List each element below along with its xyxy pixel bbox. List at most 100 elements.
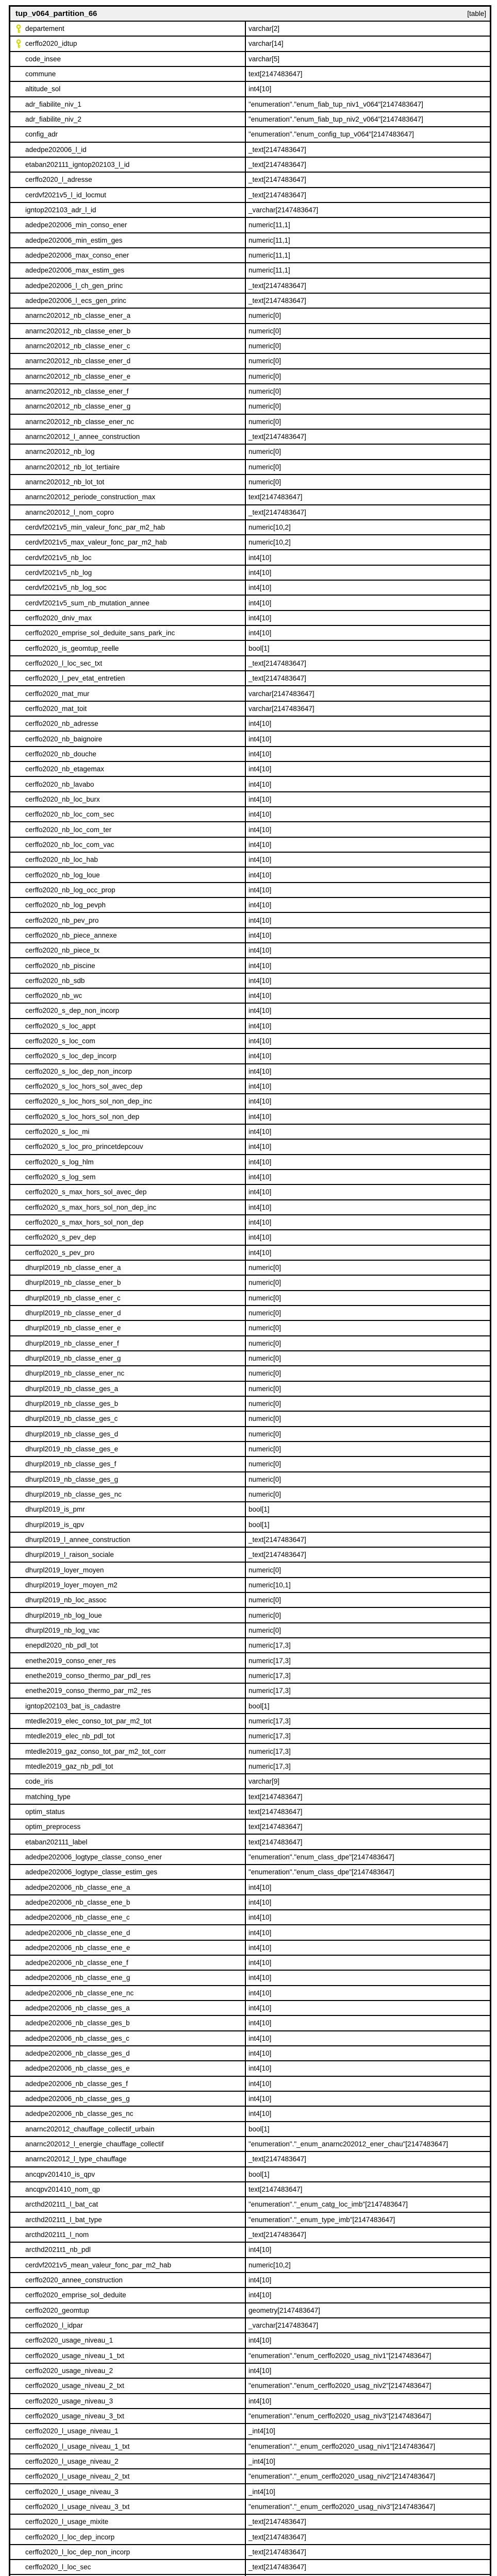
table-row[interactable]: adedpe202006_nb_classe_ene_d int4[10] — [10, 1925, 490, 1941]
table-row[interactable]: cerffo2020_usage_niveau_1 int4[10] — [10, 2333, 490, 2349]
table-row[interactable]: cerffo2020_emprise_sol_deduite_sans_park… — [10, 626, 490, 641]
table-row[interactable]: cerffo2020_nb_pev_pro int4[10] — [10, 913, 490, 928]
table-row[interactable]: cerffo2020_mat_mur varchar[2147483647] — [10, 686, 490, 702]
table-row[interactable]: adedpe202006_nb_classe_ges_g int4[10] — [10, 2091, 490, 2107]
table-row[interactable]: cerffo2020_s_loc_hors_sol_avec_dep int4[… — [10, 1079, 490, 1095]
table-row[interactable]: adedpe202006_nb_classe_ene_c int4[10] — [10, 1910, 490, 1926]
table-row[interactable]: cerffo2020_dniv_max int4[10] — [10, 611, 490, 626]
table-row[interactable]: config_adr "enumeration"."enum_config_tu… — [10, 127, 490, 143]
table-row[interactable]: cerffo2020_l_idpar _varchar[2147483647] — [10, 2318, 490, 2334]
table-row[interactable]: arcthd2021t1_l_bat_cat "enumeration"."_e… — [10, 2197, 490, 2213]
table-row[interactable]: cerffo2020_l_loc_dep_incorp _text[214748… — [10, 2530, 490, 2545]
table-row[interactable]: cerdvf2021v5_max_valeur_fonc_par_m2_hab … — [10, 535, 490, 551]
table-row[interactable]: cerffo2020_emprise_sol_deduite int4[10] — [10, 2288, 490, 2303]
table-row[interactable]: dhurpl2019_nb_classe_ges_e numeric[0] — [10, 1442, 490, 1458]
table-row[interactable]: adedpe202006_nb_classe_ges_d int4[10] — [10, 2046, 490, 2062]
table-row[interactable]: code_iris varchar[9] — [10, 1774, 490, 1790]
table-row[interactable]: arcthd2021t1_l_bat_type "enumeration"."_… — [10, 2212, 490, 2228]
table-row[interactable]: cerffo2020_l_usage_niveau_1 _int4[10] — [10, 2424, 490, 2439]
table-row[interactable]: adedpe202006_nb_classe_ene_g int4[10] — [10, 1971, 490, 1986]
table-row[interactable]: etaban202111_igntop202103_l_id _text[214… — [10, 157, 490, 173]
table-row[interactable]: cerffo2020_s_max_hors_sol_avec_dep int4[… — [10, 1185, 490, 1200]
table-row[interactable]: anarnc202012_nb_lot_tertiaire numeric[0] — [10, 460, 490, 475]
table-row[interactable]: cerffo2020_annee_construction int4[10] — [10, 2273, 490, 2289]
table-row[interactable]: cerffo2020_l_pev_etat_entretien _text[21… — [10, 671, 490, 687]
table-row[interactable]: dhurpl2019_nb_classe_ener_nc numeric[0] — [10, 1366, 490, 1382]
table-row[interactable]: cerffo2020_l_usage_niveau_2_txt "enumera… — [10, 2469, 490, 2485]
table-row[interactable]: anarnc202012_periode_construction_max te… — [10, 490, 490, 505]
table-row[interactable]: igntop202103_adr_l_id _varchar[214748364… — [10, 202, 490, 218]
table-row[interactable]: adedpe202006_nb_classe_ges_nc int4[10] — [10, 2107, 490, 2122]
table-row[interactable]: cerffo2020_s_loc_pro_princetdepcouv int4… — [10, 1140, 490, 1155]
table-row[interactable]: cerffo2020_l_usage_niveau_2 _int4[10] — [10, 2454, 490, 2470]
table-row[interactable]: cerffo2020_s_loc_com int4[10] — [10, 1033, 490, 1049]
table-row[interactable]: anarnc202012_nb_classe_ener_f numeric[0] — [10, 384, 490, 400]
table-row[interactable]: adedpe202006_l_ch_gen_princ _text[214748… — [10, 278, 490, 294]
table-row[interactable]: adr_fiabilite_niv_2 "enumeration"."enum_… — [10, 112, 490, 128]
table-row[interactable]: dhurpl2019_nb_classe_ener_a numeric[0] — [10, 1260, 490, 1276]
table-row[interactable]: dhurpl2019_nb_classe_ener_c numeric[0] — [10, 1291, 490, 1306]
table-row[interactable]: mtedle2019_elec_conso_tot_par_m2_tot num… — [10, 1714, 490, 1730]
table-row[interactable]: anarnc202012_nb_classe_ener_a numeric[0] — [10, 309, 490, 324]
table-row[interactable]: cerffo2020_usage_niveau_2 int4[10] — [10, 2363, 490, 2379]
table-row[interactable]: dhurpl2019_nb_classe_ener_g numeric[0] — [10, 1351, 490, 1367]
table-row[interactable]: cerffo2020_s_loc_appt int4[10] — [10, 1019, 490, 1034]
table-row[interactable]: dhurpl2019_nb_classe_ener_e numeric[0] — [10, 1321, 490, 1336]
table-row[interactable]: cerffo2020_s_loc_dep_incorp int4[10] — [10, 1049, 490, 1064]
table-row[interactable]: cerffo2020_nb_log_loue int4[10] — [10, 868, 490, 883]
table-row[interactable]: cerdvf2021v5_nb_log int4[10] — [10, 565, 490, 581]
table-row[interactable]: cerdvf2021v5_sum_nb_mutation_annee int4[… — [10, 596, 490, 611]
table-row[interactable]: mtedle2019_elec_nb_pdl_tot numeric[17,3] — [10, 1729, 490, 1744]
table-row[interactable]: anarnc202012_nb_classe_ener_c numeric[0] — [10, 338, 490, 354]
table-row[interactable]: cerffo2020_s_loc_dep_non_incorp int4[10] — [10, 1064, 490, 1079]
table-row[interactable]: cerffo2020_mat_toit varchar[2147483647] — [10, 701, 490, 717]
table-row[interactable]: dhurpl2019_nb_classe_ener_d numeric[0] — [10, 1306, 490, 1321]
table-row[interactable]: cerffo2020_nb_loc_com_ter int4[10] — [10, 822, 490, 838]
table-row[interactable]: dhurpl2019_l_raison_sociale _text[214748… — [10, 1548, 490, 1563]
table-row[interactable]: cerffo2020_l_adresse _text[2147483647] — [10, 173, 490, 188]
table-row[interactable]: anarnc202012_nb_classe_ener_d numeric[0] — [10, 354, 490, 369]
table-row[interactable]: adedpe202006_nb_classe_ene_nc int4[10] — [10, 1986, 490, 2001]
table-row[interactable]: cerffo2020_idtup varchar[14] — [10, 37, 490, 52]
table-row[interactable]: dhurpl2019_nb_classe_ges_c numeric[0] — [10, 1412, 490, 1427]
table-row[interactable]: dhurpl2019_nb_classe_ges_nc numeric[0] — [10, 1487, 490, 1503]
table-row[interactable]: adedpe202006_l_ecs_gen_princ _text[21474… — [10, 293, 490, 309]
table-row[interactable]: cerffo2020_l_usage_niveau_3_txt "enumera… — [10, 2499, 490, 2515]
table-row[interactable]: cerffo2020_l_loc_sec_txt _text[214748364… — [10, 656, 490, 672]
table-row[interactable]: anarnc202012_nb_log numeric[0] — [10, 445, 490, 460]
table-row[interactable]: cerffo2020_usage_niveau_1_txt "enumerati… — [10, 2348, 490, 2364]
table-row[interactable]: cerffo2020_nb_log_occ_prop int4[10] — [10, 883, 490, 899]
table-row[interactable]: dhurpl2019_nb_classe_ges_b numeric[0] — [10, 1396, 490, 1412]
table-row[interactable]: igntop202103_bat_is_cadastre bool[1] — [10, 1699, 490, 1714]
table-row[interactable]: adedpe202006_logtype_classe_conso_ener "… — [10, 1850, 490, 1866]
table-row[interactable]: cerffo2020_s_pev_dep int4[10] — [10, 1230, 490, 1246]
table-row[interactable]: enepdl2020_nb_pdl_tot numeric[17,3] — [10, 1638, 490, 1654]
table-row[interactable]: cerffo2020_nb_lavabo int4[10] — [10, 777, 490, 792]
table-row[interactable]: cerdvf2021v5_min_valeur_fonc_par_m2_hab … — [10, 520, 490, 536]
table-row[interactable]: dhurpl2019_nb_loc_assoc numeric[0] — [10, 1593, 490, 1608]
table-row[interactable]: adedpe202006_max_conso_ener numeric[11,1… — [10, 248, 490, 264]
table-row[interactable]: anarnc202012_nb_classe_ener_nc numeric[0… — [10, 414, 490, 430]
table-row[interactable]: cerffo2020_nb_loc_com_sec int4[10] — [10, 807, 490, 823]
table-row[interactable]: optim_preprocess text[2147483647] — [10, 1820, 490, 1835]
table-row[interactable]: cerffo2020_l_usage_niveau_3 _int4[10] — [10, 2484, 490, 2500]
table-row[interactable]: dhurpl2019_is_qpv bool[1] — [10, 1517, 490, 1533]
table-row[interactable]: adedpe202006_nb_classe_ges_c int4[10] — [10, 2031, 490, 2046]
table-row[interactable]: dhurpl2019_loyer_moyen_m2 numeric[10,1] — [10, 1578, 490, 1594]
table-row[interactable]: etaban202111_label text[2147483647] — [10, 1835, 490, 1850]
table-row[interactable]: cerffo2020_nb_piece_tx int4[10] — [10, 943, 490, 959]
table-row[interactable]: dhurpl2019_nb_classe_ges_g numeric[0] — [10, 1472, 490, 1487]
table-row[interactable]: anarnc202012_l_annee_construction _text[… — [10, 429, 490, 445]
table-row[interactable]: cerffo2020_nb_log_pevph int4[10] — [10, 898, 490, 913]
table-row[interactable]: cerffo2020_nb_baignoire int4[10] — [10, 732, 490, 747]
table-row[interactable]: anarnc202012_nb_classe_ener_b numeric[0] — [10, 324, 490, 339]
table-row[interactable]: dhurpl2019_nb_classe_ener_b numeric[0] — [10, 1276, 490, 1291]
table-row[interactable]: cerdvf2021v5_l_id_locmut _text[214748364… — [10, 188, 490, 203]
table-row[interactable]: arcthd2021t1_nb_pdl int4[10] — [10, 2243, 490, 2258]
table-row[interactable]: cerffo2020_nb_etagemax int4[10] — [10, 762, 490, 777]
table-row[interactable]: cerffo2020_nb_douche int4[10] — [10, 747, 490, 762]
table-row[interactable]: anarnc202012_nb_classe_ener_e numeric[0] — [10, 369, 490, 384]
table-row[interactable]: dhurpl2019_is_pmr bool[1] — [10, 1502, 490, 1518]
table-row[interactable]: cerffo2020_is_geomtup_reelle bool[1] — [10, 641, 490, 656]
table-row[interactable]: matching_type text[2147483647] — [10, 1789, 490, 1805]
